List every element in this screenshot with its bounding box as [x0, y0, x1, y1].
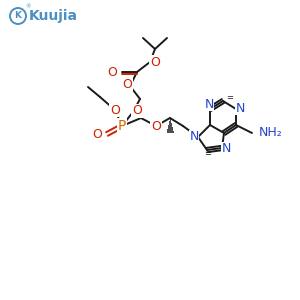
Text: NH₂: NH₂ [259, 127, 283, 140]
Text: O: O [150, 56, 160, 68]
Text: =: = [226, 94, 233, 103]
Text: =: = [205, 149, 212, 158]
Text: O: O [122, 77, 132, 91]
Text: O: O [151, 119, 161, 133]
Text: N: N [204, 98, 214, 110]
Text: N: N [189, 130, 199, 143]
Text: ®: ® [25, 4, 31, 9]
Text: N: N [221, 142, 231, 155]
Text: O: O [107, 65, 117, 79]
Text: K: K [14, 11, 22, 20]
Text: O: O [92, 128, 102, 140]
Text: P: P [118, 119, 126, 133]
Text: O: O [132, 104, 142, 118]
Text: O: O [110, 103, 120, 116]
Text: N: N [235, 101, 245, 115]
Text: Kuujia: Kuujia [29, 9, 78, 23]
